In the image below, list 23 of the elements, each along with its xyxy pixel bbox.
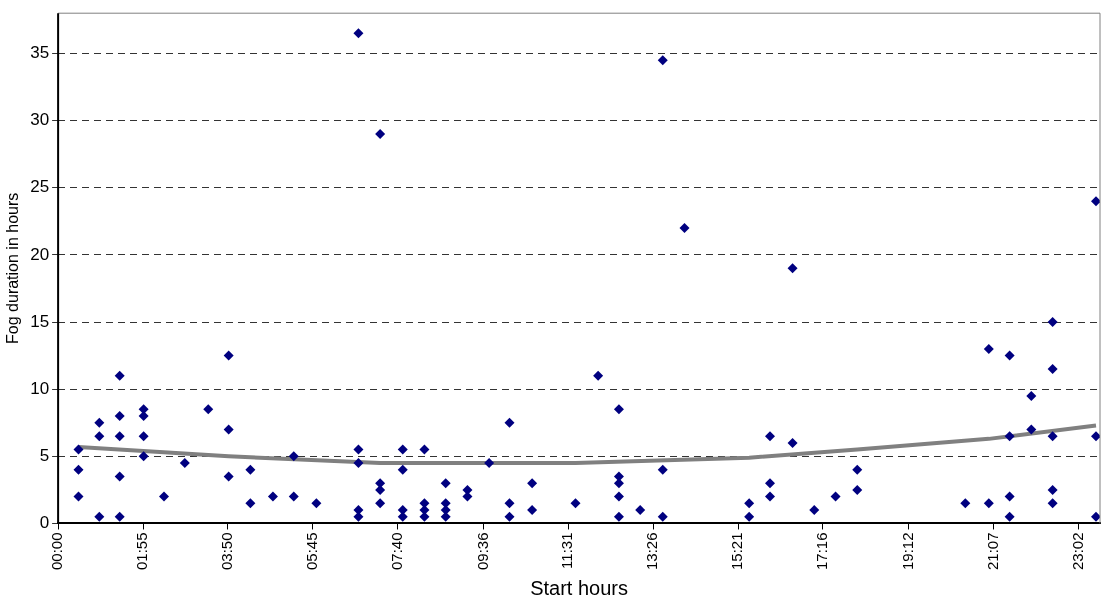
x-tick-label: 13:26: [643, 532, 661, 571]
y-tick-label: 25: [30, 177, 50, 197]
y-axis-title: Fog duration in hours: [4, 192, 22, 344]
x-tick-label: 23:02: [1068, 532, 1086, 571]
x-tick-label: 17:16: [813, 532, 831, 571]
x-tick-label: 01:55: [133, 532, 151, 571]
x-tick-label: 03:50: [218, 532, 236, 571]
x-tick-label: 15:21: [728, 532, 746, 571]
x-tick-label: 21:07: [983, 532, 1001, 571]
x-tick-label: 07:40: [387, 532, 405, 571]
y-tick-label: 15: [30, 311, 50, 331]
x-tick-label: 00:00: [48, 532, 66, 571]
x-tick-label: 11:31: [558, 532, 576, 569]
x-axis-title: Start hours: [530, 576, 628, 599]
y-tick-label: 35: [30, 43, 50, 63]
y-tick-label: 5: [39, 446, 50, 466]
y-tick-label: 30: [30, 110, 50, 130]
y-tick-label: 10: [30, 378, 50, 398]
y-tick-label: 0: [39, 513, 50, 533]
y-tick-label: 20: [30, 244, 50, 264]
x-tick-label: 19:12: [898, 532, 916, 571]
x-tick-label: 05:45: [302, 532, 320, 571]
x-tick-label: 09:36: [473, 532, 491, 571]
